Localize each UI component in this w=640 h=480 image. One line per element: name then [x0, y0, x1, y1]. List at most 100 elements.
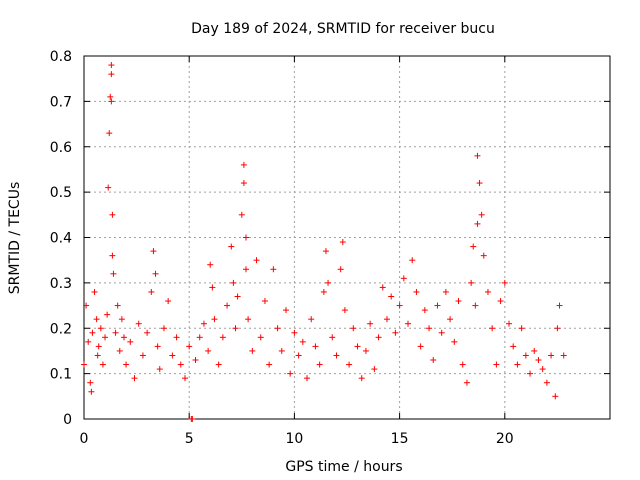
data-point [455, 298, 462, 305]
data-point [510, 343, 517, 350]
data-point [150, 248, 157, 255]
data-point [287, 370, 294, 377]
data-point [97, 325, 104, 332]
data-point [430, 357, 437, 364]
data-point [160, 325, 167, 332]
data-point [312, 343, 319, 350]
x-tick-label: 5 [185, 431, 194, 447]
data-point [81, 361, 87, 368]
data-point [392, 329, 399, 336]
data-point [325, 279, 332, 286]
data-point [219, 334, 226, 341]
data-point [468, 279, 475, 286]
data-point [367, 320, 374, 327]
data-point [535, 357, 542, 364]
y-tick-label: 0.1 [50, 367, 72, 383]
data-point [478, 211, 485, 218]
x-tick-label: 20 [496, 431, 514, 447]
data-point [131, 375, 138, 382]
data-point [383, 316, 390, 323]
data-point [341, 307, 348, 314]
data-point [123, 361, 130, 368]
data-point [474, 152, 481, 159]
data-point [350, 325, 357, 332]
data-point [339, 239, 346, 246]
data-point [333, 352, 340, 359]
data-point [282, 307, 289, 314]
data-point [95, 343, 102, 350]
data-point [107, 93, 114, 100]
data-point [489, 325, 496, 332]
data-point [173, 334, 180, 341]
data-point [556, 302, 563, 309]
data-point [346, 361, 353, 368]
data-point [120, 334, 127, 341]
data-point [371, 366, 378, 373]
data-point [518, 325, 525, 332]
data-point [253, 257, 260, 264]
x-tick-label: 0 [80, 431, 89, 447]
data-point [442, 288, 449, 295]
y-tick-label: 0.7 [50, 94, 72, 110]
data-point [299, 338, 306, 345]
data-point [196, 334, 203, 341]
tick-layer: 0 0.1 0.2 0.3 0.4 0.5 0.6 0.7 0.8 0 5 10 15 20 [50, 49, 610, 447]
data-point [144, 329, 151, 336]
data-point [484, 288, 491, 295]
y-tick-label: 0.4 [50, 231, 72, 247]
data-point [192, 357, 199, 364]
data-point [472, 302, 479, 309]
data-point [240, 180, 247, 187]
data-point [463, 379, 470, 386]
data-point [230, 279, 237, 286]
data-point [88, 388, 95, 395]
data-point [112, 329, 119, 336]
y-axis-label: SRMTID / TECUs [7, 182, 23, 295]
data-point [215, 361, 222, 368]
data-point [238, 211, 245, 218]
data-point [447, 316, 454, 323]
data-point [243, 266, 250, 273]
data-point [476, 180, 483, 187]
data-point [200, 320, 207, 327]
data-point [94, 352, 101, 359]
data-point [560, 352, 567, 359]
data-point [228, 243, 235, 250]
data-point [308, 316, 315, 323]
data-point [291, 329, 298, 336]
data-point [388, 293, 395, 300]
data-point [527, 370, 534, 377]
y-tick-label: 0.3 [50, 276, 72, 292]
data-point [245, 316, 252, 323]
data-point [109, 211, 116, 218]
data-point [413, 288, 420, 295]
data-point [91, 288, 98, 295]
data-point [127, 338, 134, 345]
data-point [337, 266, 344, 273]
data-point [278, 347, 285, 354]
data-point [105, 184, 112, 191]
data-point [531, 347, 538, 354]
data-point [108, 98, 115, 105]
data-point [104, 311, 111, 318]
data-point [118, 316, 125, 323]
data-point [470, 243, 477, 250]
y-tick-label: 0.5 [50, 185, 72, 201]
data-point [379, 284, 386, 291]
data-point [207, 261, 214, 268]
data-point [249, 347, 256, 354]
data-point [139, 352, 146, 359]
data-point [514, 361, 521, 368]
data-point [543, 379, 550, 386]
y-tick-label: 0.8 [50, 49, 72, 65]
data-point [474, 220, 481, 227]
data-point [234, 293, 241, 300]
data-point [501, 279, 508, 286]
data-point [295, 352, 302, 359]
data-point [396, 302, 403, 309]
data-point [405, 320, 412, 327]
data-point [400, 275, 407, 282]
data-point [156, 366, 163, 373]
data-point [165, 298, 172, 305]
